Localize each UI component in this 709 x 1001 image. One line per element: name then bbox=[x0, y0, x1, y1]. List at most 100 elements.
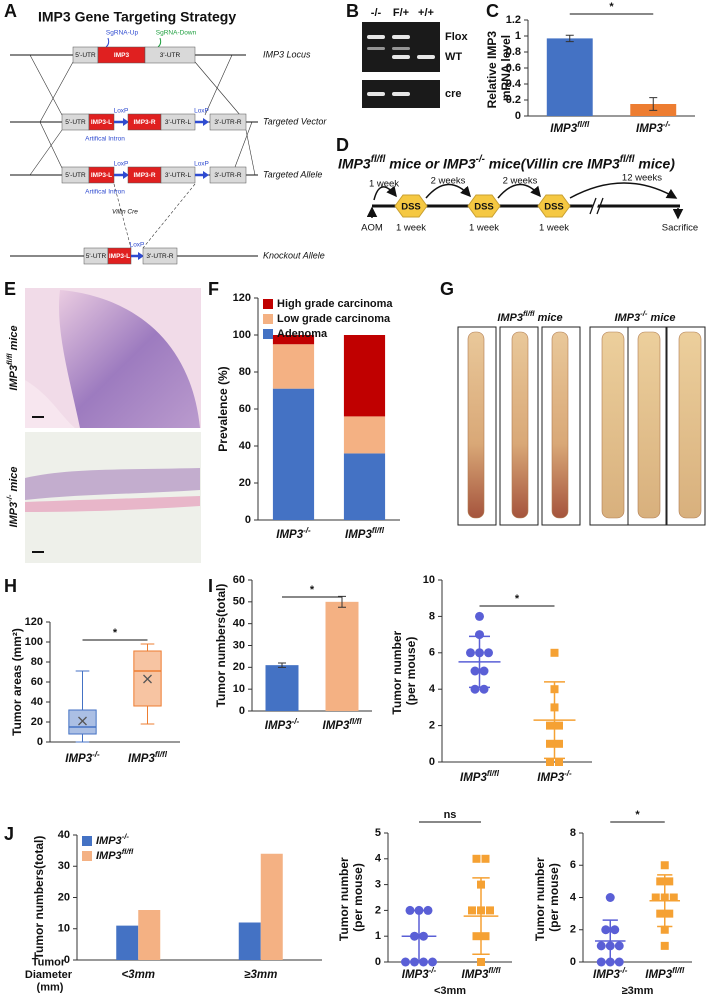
band bbox=[392, 92, 410, 96]
data-point bbox=[486, 906, 494, 915]
loxp-label: LoxP bbox=[194, 108, 209, 115]
panel-letter: H bbox=[4, 576, 17, 596]
y-tick-label: 5 bbox=[375, 827, 381, 839]
data-point bbox=[665, 909, 674, 918]
error-bar bbox=[649, 97, 658, 111]
interval-arrow bbox=[497, 183, 541, 199]
x-axis-label: <3mm bbox=[434, 985, 466, 997]
bar bbox=[138, 910, 161, 960]
data-point bbox=[596, 957, 606, 967]
colon bbox=[551, 331, 569, 519]
y-tick-label: 20 bbox=[31, 716, 43, 728]
y-tick-label: 8 bbox=[570, 827, 576, 839]
sd-bar bbox=[410, 909, 428, 963]
y-tick-label: 1 bbox=[375, 930, 381, 942]
y-tick-label: 20 bbox=[58, 891, 70, 903]
bar bbox=[325, 601, 359, 711]
y-tick-label: 0 bbox=[515, 110, 521, 122]
crossover bbox=[29, 54, 63, 116]
data-point bbox=[466, 648, 475, 658]
x-tick-label: IMP3fl/fl bbox=[460, 769, 500, 784]
interval-label: 2 weeks bbox=[503, 176, 538, 187]
dss-hexagons bbox=[394, 194, 571, 218]
y-tick-label: 20 bbox=[233, 661, 245, 673]
y-tick-label: 0 bbox=[64, 954, 70, 966]
panel-letter: B bbox=[346, 1, 359, 21]
row-label: IMP3 Locus bbox=[263, 49, 311, 59]
cre-label: Villin Cre bbox=[112, 209, 138, 216]
y-tick-label: 80 bbox=[239, 366, 251, 378]
x-axis-label: Tumor Diameter (mm) bbox=[25, 956, 75, 993]
band bbox=[367, 47, 385, 50]
data-point bbox=[660, 941, 669, 950]
y-tick-label: 0 bbox=[245, 514, 251, 526]
interval-label: 2 weeks bbox=[431, 176, 466, 187]
box-label: 5'-UTR bbox=[86, 253, 107, 260]
data-point bbox=[468, 906, 476, 915]
treatment-label: DSS bbox=[401, 202, 421, 213]
y-axis-label: Tumor numbers(total) bbox=[214, 584, 228, 708]
data-point bbox=[555, 739, 563, 748]
y-tick-label: 0 bbox=[429, 756, 435, 768]
y-tick-label: 0 bbox=[375, 956, 381, 968]
sgrna-hook bbox=[105, 37, 110, 48]
y-tick-label: 120 bbox=[233, 292, 251, 304]
significance-label: * bbox=[113, 627, 118, 639]
x-tick-label: IMP3fl/fl bbox=[345, 526, 385, 541]
bar bbox=[116, 925, 139, 960]
y-tick-label: 30 bbox=[233, 639, 245, 651]
y-tick-label: 0 bbox=[570, 956, 576, 968]
crossover bbox=[29, 129, 63, 176]
treatment-label: DSS bbox=[544, 202, 564, 213]
end-label: Sacrifice bbox=[662, 223, 698, 234]
data-point bbox=[423, 905, 433, 915]
dss-hexagon bbox=[537, 194, 571, 218]
interval-arrow bbox=[569, 182, 678, 199]
data-point bbox=[614, 957, 624, 967]
utr-box bbox=[209, 113, 247, 131]
legend-swatch bbox=[263, 314, 273, 324]
significance-label: * bbox=[310, 584, 315, 596]
legend-swatch bbox=[82, 851, 92, 861]
sgrna-hook bbox=[157, 37, 162, 48]
y-tick-label: 0.2 bbox=[506, 94, 521, 106]
data-point bbox=[610, 925, 620, 935]
duration-label: 1 week bbox=[539, 223, 569, 234]
timeline-break bbox=[589, 197, 597, 215]
y-tick-label: 60 bbox=[239, 403, 251, 415]
y-axis-label: Tumor number (per mouse) bbox=[533, 854, 561, 941]
x-tick-label: IMP3-/- bbox=[636, 120, 671, 135]
interval-arrow bbox=[425, 183, 472, 199]
panel-letter: I bbox=[208, 576, 213, 596]
bar bbox=[260, 853, 283, 960]
data-point bbox=[660, 925, 669, 934]
sgrna-label: SgRNA-Down bbox=[156, 30, 197, 37]
gel-bands bbox=[367, 35, 435, 96]
data-point bbox=[470, 666, 480, 676]
y-tick-label: 60 bbox=[233, 574, 245, 586]
panel-letter: E bbox=[4, 279, 16, 299]
y-tick-label: 8 bbox=[429, 610, 435, 622]
intron-label: Artifical Intron bbox=[85, 189, 125, 196]
data-point bbox=[656, 877, 665, 886]
timeline-title: IMP3fl/fl mice or IMP3-/- mice(Villin cr… bbox=[338, 154, 675, 172]
error-bar bbox=[278, 662, 286, 668]
histology-label: IMP3fl/fl mice bbox=[5, 325, 20, 390]
data-point bbox=[472, 932, 481, 941]
legend-swatch bbox=[263, 299, 273, 309]
y-axis-label: Tumor areas (mm²) bbox=[10, 628, 24, 736]
colon bbox=[678, 331, 702, 519]
data-point bbox=[484, 648, 493, 658]
treatment-label: DSS bbox=[474, 202, 494, 213]
data-point bbox=[660, 861, 669, 870]
photo-panel bbox=[457, 326, 706, 526]
row-label: Targeted Allele bbox=[263, 169, 322, 179]
x-tick-label: IMP3fl/fl bbox=[550, 120, 590, 135]
box-label: 3'-UTR bbox=[160, 52, 181, 59]
bar-segment bbox=[272, 344, 315, 389]
y-tick-label: 0 bbox=[239, 705, 245, 717]
x-tick-label: IMP3-/- bbox=[537, 769, 572, 784]
box-label: IMP3 bbox=[114, 52, 130, 59]
box-label: 3'-UTR-R bbox=[146, 253, 174, 260]
